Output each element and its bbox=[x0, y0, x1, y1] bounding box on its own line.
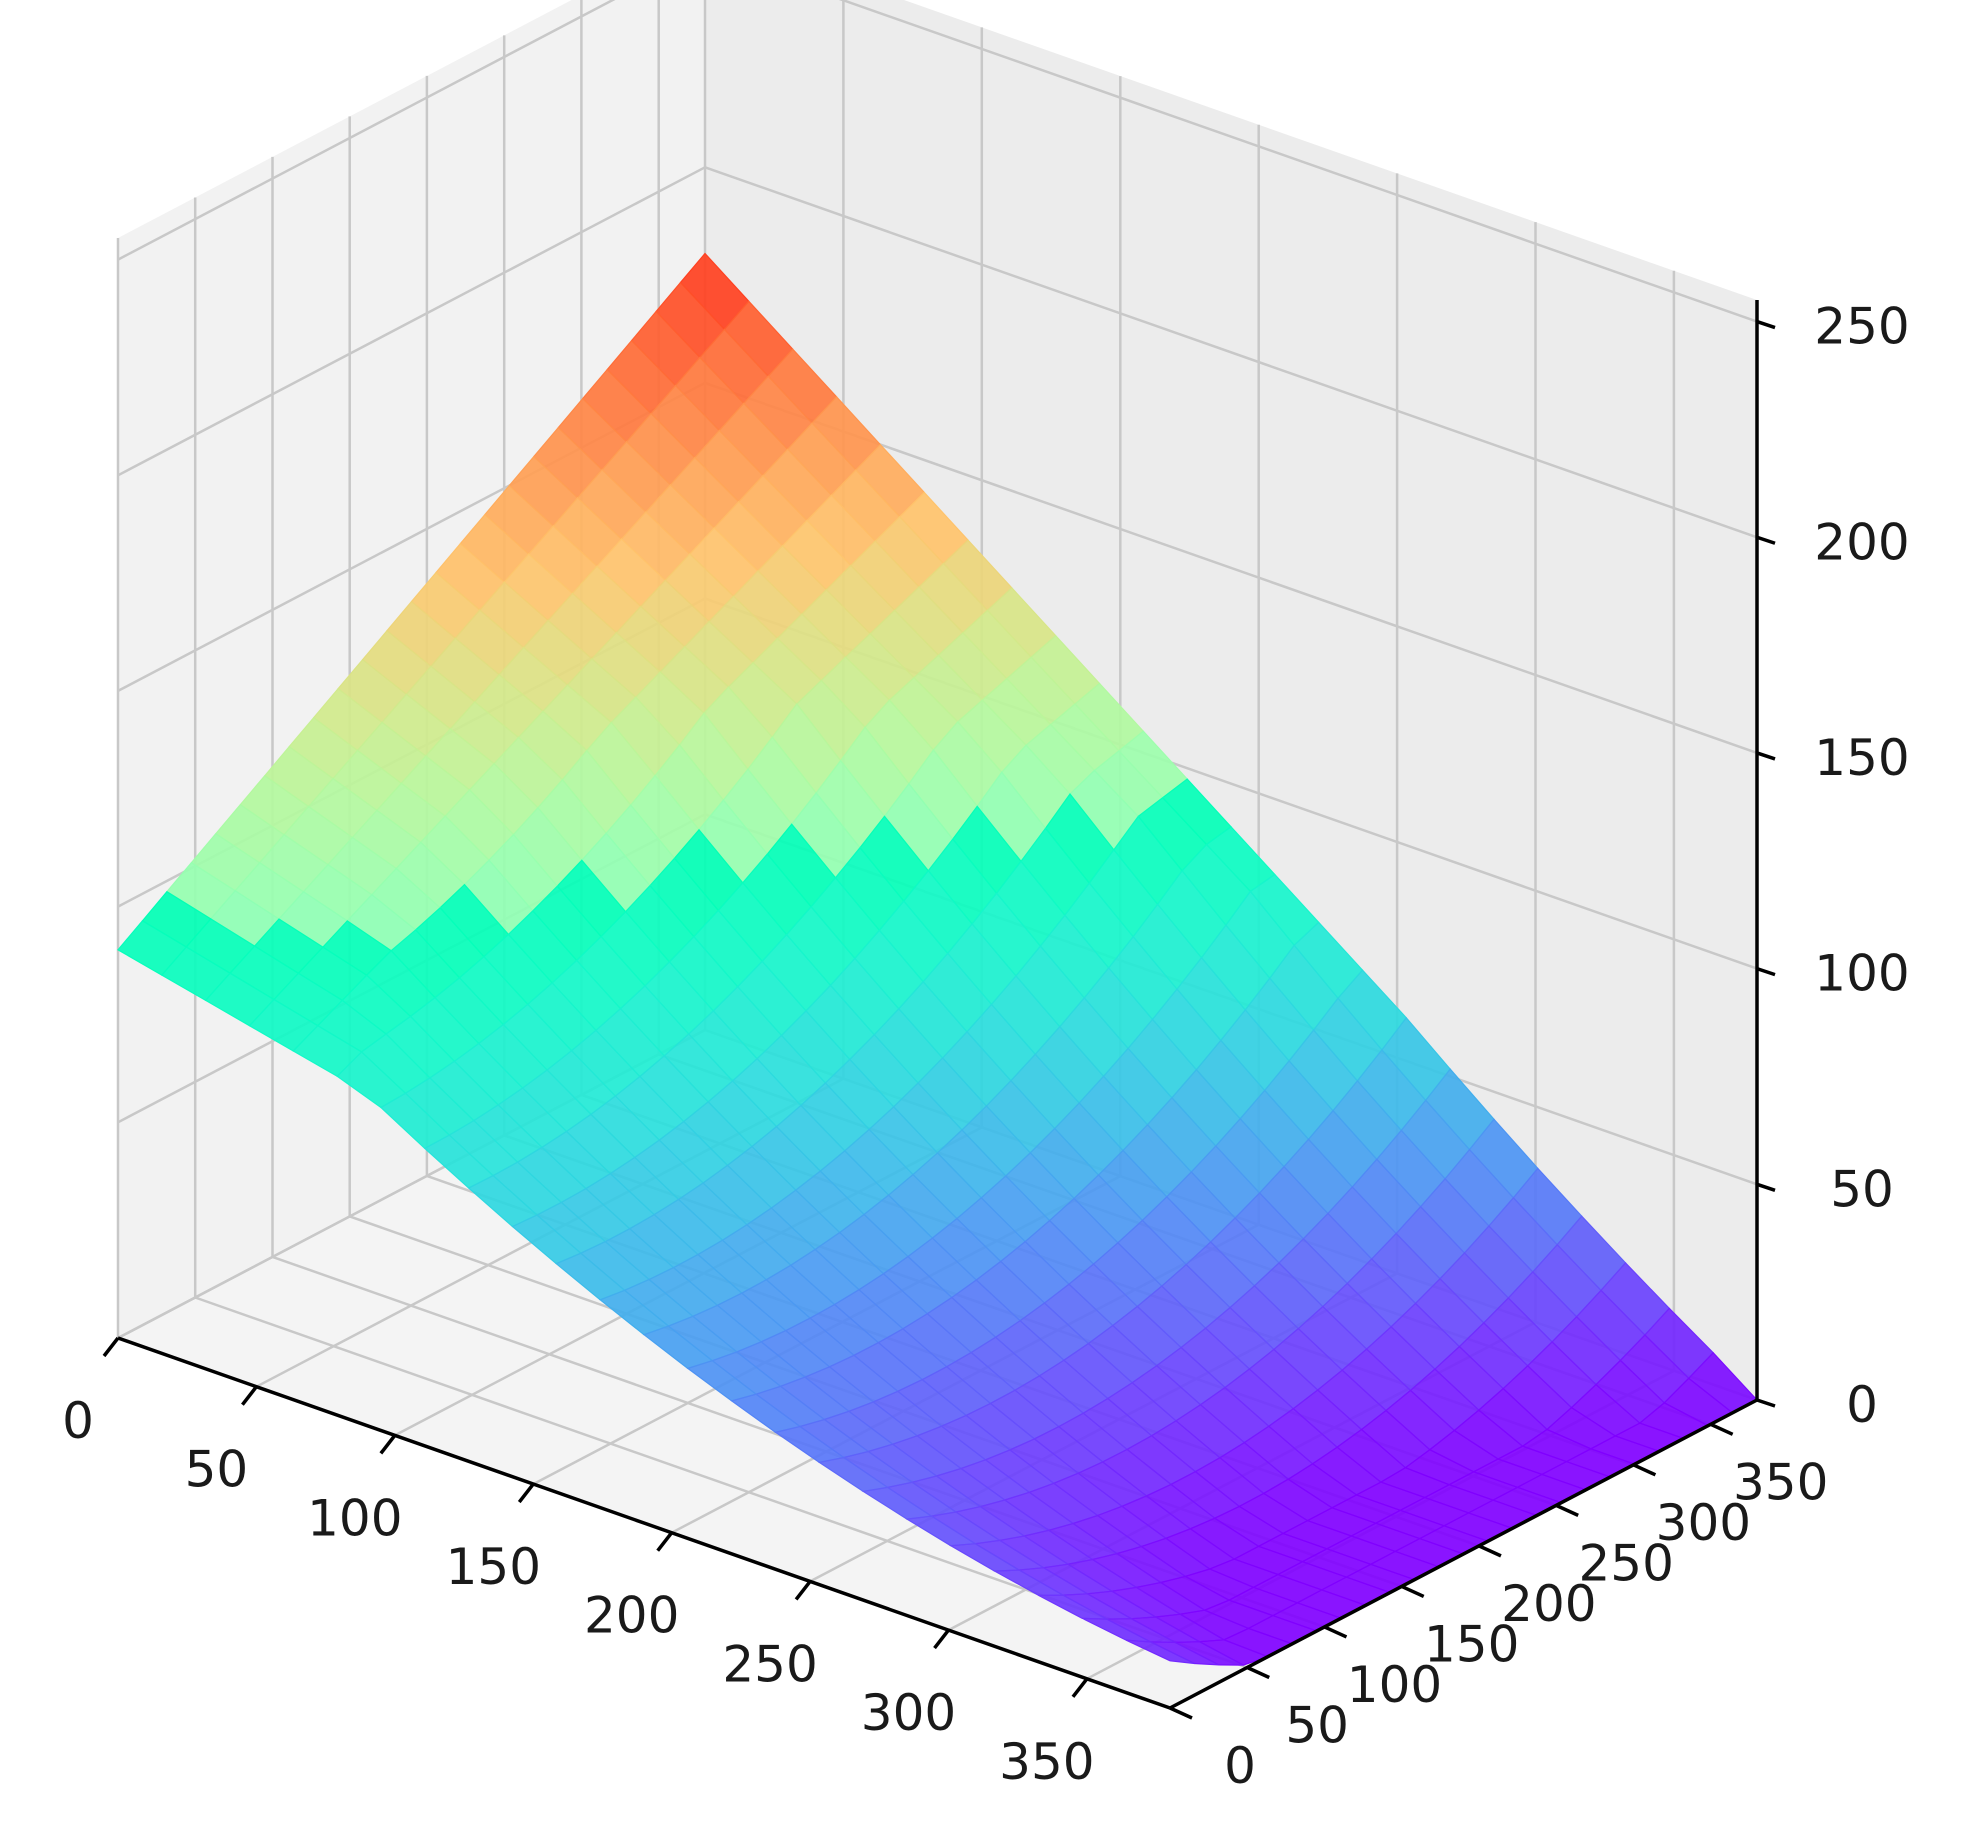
y-tick-250 bbox=[1555, 1503, 1579, 1517]
x-tick-350 bbox=[1071, 1677, 1089, 1698]
axis-lines bbox=[117, 300, 1759, 1710]
y-tick-label-50: 50 bbox=[1285, 1697, 1349, 1755]
y-tick-label-250: 250 bbox=[1578, 1534, 1673, 1592]
y-tick-200 bbox=[1478, 1544, 1502, 1558]
x-tick-label-150: 150 bbox=[446, 1538, 541, 1596]
x-tick-300 bbox=[933, 1629, 950, 1650]
z-tick-0 bbox=[1756, 1398, 1776, 1408]
x-tick-label-350: 350 bbox=[999, 1733, 1094, 1791]
z-tick-200 bbox=[1756, 535, 1776, 545]
x-tick-label-100: 100 bbox=[307, 1489, 402, 1547]
z-tick-label-200: 200 bbox=[1814, 513, 1909, 571]
surface-mesh bbox=[117, 252, 1758, 1666]
z-tick-150 bbox=[1756, 751, 1776, 761]
gridline-back-z-200 bbox=[704, 166, 1758, 539]
surface-cell bbox=[1125, 1639, 1195, 1665]
x-axis-line bbox=[117, 1336, 1171, 1710]
x-tick-label-200: 200 bbox=[584, 1587, 679, 1645]
y-tick-label-150: 150 bbox=[1424, 1615, 1519, 1673]
y-tick-50 bbox=[1246, 1665, 1270, 1680]
x-tick-100 bbox=[379, 1434, 397, 1455]
z-tick-label-0: 0 bbox=[1846, 1376, 1878, 1434]
x-tick-label-0: 0 bbox=[62, 1392, 94, 1450]
x-tick-150 bbox=[517, 1482, 535, 1504]
x-tick-label-300: 300 bbox=[861, 1684, 956, 1742]
z-tick-100 bbox=[1756, 966, 1776, 977]
y-tick-350 bbox=[1709, 1422, 1734, 1436]
y-axis-line bbox=[1169, 1398, 1758, 1710]
y-tick-label-200: 200 bbox=[1501, 1575, 1596, 1633]
y-tick-300 bbox=[1632, 1463, 1657, 1477]
x-tick-250 bbox=[794, 1580, 812, 1601]
gridline-back-z-250 bbox=[838, 0, 1758, 323]
y-tick-label-350: 350 bbox=[1733, 1453, 1828, 1511]
z-tick-label-150: 150 bbox=[1814, 729, 1909, 787]
z-tick-label-50: 50 bbox=[1830, 1160, 1894, 1218]
x-tick-50 bbox=[241, 1385, 258, 1406]
z-tick-50 bbox=[1756, 1182, 1776, 1192]
y-tick-0 bbox=[1169, 1706, 1193, 1720]
y-tick-label-0: 0 bbox=[1224, 1737, 1256, 1795]
z-tick-250 bbox=[1756, 319, 1776, 330]
gridline-left-z-200 bbox=[117, 166, 706, 477]
x-tick-label-250: 250 bbox=[722, 1635, 817, 1693]
y-tick-150 bbox=[1400, 1584, 1425, 1599]
z-tick-label-250: 250 bbox=[1814, 298, 1909, 356]
x-tick-200 bbox=[656, 1531, 674, 1552]
y-tick-label-300: 300 bbox=[1656, 1494, 1751, 1552]
z-tick-label-100: 100 bbox=[1814, 945, 1909, 1003]
tick-marks bbox=[102, 319, 1776, 1720]
y-tick-label-100: 100 bbox=[1347, 1656, 1442, 1714]
y-tick-100 bbox=[1323, 1625, 1348, 1639]
gridline-left-z-250 bbox=[117, 0, 616, 261]
x-tick-0 bbox=[102, 1336, 120, 1358]
x-tick-label-50: 50 bbox=[185, 1441, 249, 1499]
